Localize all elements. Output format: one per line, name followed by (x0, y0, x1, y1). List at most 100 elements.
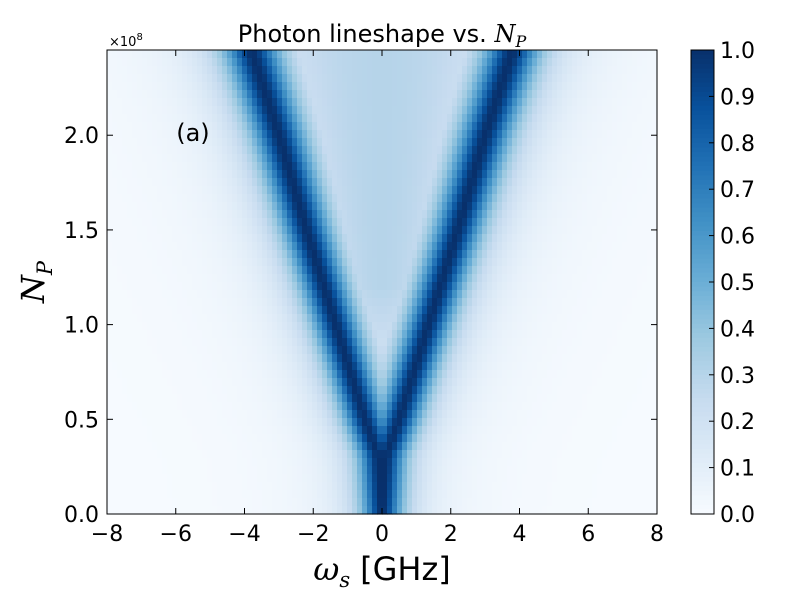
heatmap-cell (517, 170, 523, 179)
heatmap-cell (167, 378, 173, 387)
heatmap-cell (152, 370, 158, 379)
heatmap-cell (107, 146, 113, 155)
heatmap-cell (357, 138, 363, 147)
heatmap-cell (202, 378, 208, 387)
heatmap-cell (537, 282, 543, 291)
heatmap-cell (367, 290, 373, 299)
heatmap-cell (172, 130, 178, 139)
heatmap-cell (257, 386, 263, 395)
heatmap-cell (202, 242, 208, 251)
heatmap-cell (497, 210, 503, 219)
heatmap-cell (502, 162, 508, 171)
heatmap-cell (622, 178, 628, 187)
heatmap-cell (362, 106, 368, 115)
heatmap-cell (282, 282, 288, 291)
heatmap-cell (642, 354, 648, 363)
heatmap-cell (547, 402, 553, 411)
heatmap-cell (337, 330, 343, 339)
heatmap-cell (242, 242, 248, 251)
heatmap-cell (522, 50, 528, 59)
heatmap-cell (432, 394, 438, 403)
heatmap-cell (157, 138, 163, 147)
heatmap-cell (192, 170, 198, 179)
heatmap-cell (507, 242, 513, 251)
heatmap-cell (122, 122, 128, 131)
heatmap-cell (292, 114, 298, 123)
heatmap-cell (322, 178, 328, 187)
heatmap-cell (522, 242, 528, 251)
heatmap-cell (507, 386, 513, 395)
heatmap-cell (252, 370, 258, 379)
heatmap-cell (222, 170, 228, 179)
heatmap-cell (367, 194, 373, 203)
heatmap-cell (417, 354, 423, 363)
heatmap-cell (607, 242, 613, 251)
heatmap-cell (582, 282, 588, 291)
heatmap-cell (577, 146, 583, 155)
heatmap-cell (397, 322, 403, 331)
heatmap-cell (262, 346, 268, 355)
heatmap-cell (197, 362, 203, 371)
heatmap-cell (352, 370, 358, 379)
heatmap-cell (322, 298, 328, 307)
heatmap-cell (182, 346, 188, 355)
heatmap-cell (307, 146, 313, 155)
heatmap-cell (517, 290, 523, 299)
heatmap-cell (317, 218, 323, 227)
heatmap-cell (457, 330, 463, 339)
heatmap-cell (592, 258, 598, 267)
heatmap-cell (557, 130, 563, 139)
heatmap-cell (587, 266, 593, 275)
heatmap-cell (577, 354, 583, 363)
heatmap-cell (537, 82, 543, 91)
heatmap-cell (522, 210, 528, 219)
heatmap-cell (332, 98, 338, 107)
heatmap-cell (117, 410, 123, 419)
heatmap-cell (452, 66, 458, 75)
heatmap-cell (327, 370, 333, 379)
heatmap-cell (637, 186, 643, 195)
heatmap-cell (392, 122, 398, 131)
heatmap-cell (127, 370, 133, 379)
heatmap-cell (177, 98, 183, 107)
heatmap-cell (652, 58, 658, 67)
heatmap-cell (482, 354, 488, 363)
heatmap-cell (642, 210, 648, 219)
heatmap-cell (137, 234, 143, 243)
heatmap-cell (507, 226, 513, 235)
heatmap-cell (632, 114, 638, 123)
heatmap-cell (582, 170, 588, 179)
heatmap-cell (542, 162, 548, 171)
heatmap-cell (257, 362, 263, 371)
heatmap-cell (377, 218, 383, 227)
heatmap-cell (342, 114, 348, 123)
heatmap-cell (217, 210, 223, 219)
heatmap-cell (652, 322, 658, 331)
heatmap-cell (497, 114, 503, 123)
heatmap-cell (297, 90, 303, 99)
heatmap-cell (282, 298, 288, 307)
heatmap-cell (337, 282, 343, 291)
heatmap-cell (372, 98, 378, 107)
heatmap-cell (297, 354, 303, 363)
heatmap-cell (492, 402, 498, 411)
heatmap-cell (597, 298, 603, 307)
heatmap-cell (292, 98, 298, 107)
heatmap-cell (292, 194, 298, 203)
heatmap-cell (147, 146, 153, 155)
heatmap-cell (302, 138, 308, 147)
heatmap-cell (547, 186, 553, 195)
heatmap-cell (172, 74, 178, 83)
heatmap-cell (332, 258, 338, 267)
heatmap-cell (652, 90, 658, 99)
heatmap-cell (147, 386, 153, 395)
heatmap-cell (257, 346, 263, 355)
heatmap-cell (612, 66, 618, 75)
heatmap-cell (282, 402, 288, 411)
heatmap-cell (372, 250, 378, 259)
heatmap-cell (162, 306, 168, 315)
heatmap-cell (332, 330, 338, 339)
heatmap-cell (267, 298, 273, 307)
heatmap-cell (477, 170, 483, 179)
heatmap-cell (307, 186, 313, 195)
